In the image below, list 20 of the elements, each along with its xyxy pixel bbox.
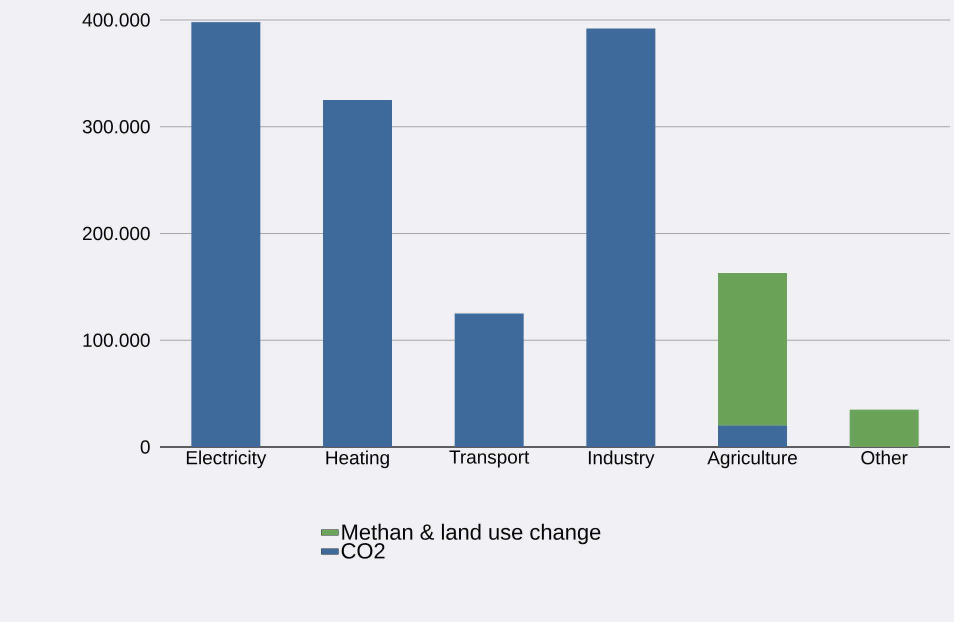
bar	[850, 410, 919, 447]
x-tick-label: Transport	[449, 450, 530, 468]
y-tick-label: 0	[140, 440, 150, 454]
x-tick-label: Heating	[326, 450, 389, 468]
legend-label: Methan & land use change	[342, 524, 600, 544]
x-tick-label: Electricity	[186, 450, 266, 468]
legend-label: CO2	[342, 543, 385, 559]
x-tick-label: Industry	[588, 450, 654, 468]
x-tick-label: Other	[861, 450, 908, 464]
bar	[191, 22, 260, 447]
bar	[454, 314, 524, 447]
x-tick-label: Agriculture	[707, 450, 797, 468]
bar	[323, 100, 392, 447]
y-tick-label: 100.000	[84, 334, 150, 347]
y-tick-label: 200.000	[83, 226, 150, 240]
y-tick-label: 300.000	[82, 120, 150, 134]
bar	[586, 28, 656, 447]
bar	[718, 272, 788, 426]
bar	[718, 426, 788, 447]
y-tick-label: 400.000	[82, 13, 150, 27]
